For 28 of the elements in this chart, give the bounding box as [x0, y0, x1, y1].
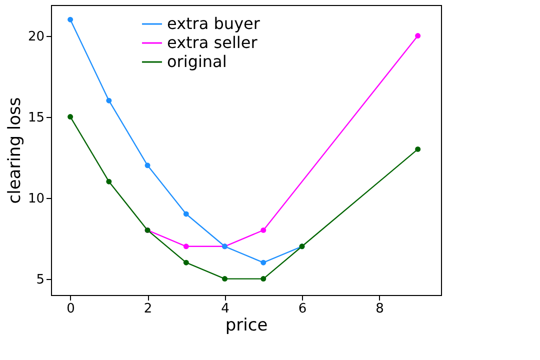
legend-label: extra seller: [167, 33, 258, 52]
x-axis-title: price: [225, 316, 268, 336]
point: [260, 227, 266, 233]
legend-label: extra buyer: [167, 14, 260, 33]
point: [260, 260, 266, 266]
x-tick-label: 8: [376, 302, 384, 316]
point: [68, 114, 74, 120]
point: [183, 211, 189, 217]
legend-label: original: [167, 52, 227, 71]
point: [106, 178, 112, 184]
point: [415, 146, 421, 152]
y-tick-label: 10: [28, 191, 44, 206]
point: [415, 33, 421, 39]
point: [260, 276, 266, 282]
point: [144, 162, 150, 168]
point: [183, 244, 189, 250]
point: [222, 276, 228, 282]
point: [68, 16, 74, 22]
y-tick-label: 15: [28, 110, 44, 126]
y-axis-title: clearing loss: [4, 97, 25, 204]
x-tick-label: 6: [298, 302, 307, 316]
point: [183, 260, 189, 266]
y-tick-label: 5: [36, 272, 44, 288]
x-tick-label: 2: [144, 302, 152, 316]
y-tick-label: 20: [28, 29, 44, 44]
x-tick-label: 0: [66, 302, 75, 316]
x-tick-label: 4: [221, 302, 230, 316]
point: [106, 98, 112, 104]
